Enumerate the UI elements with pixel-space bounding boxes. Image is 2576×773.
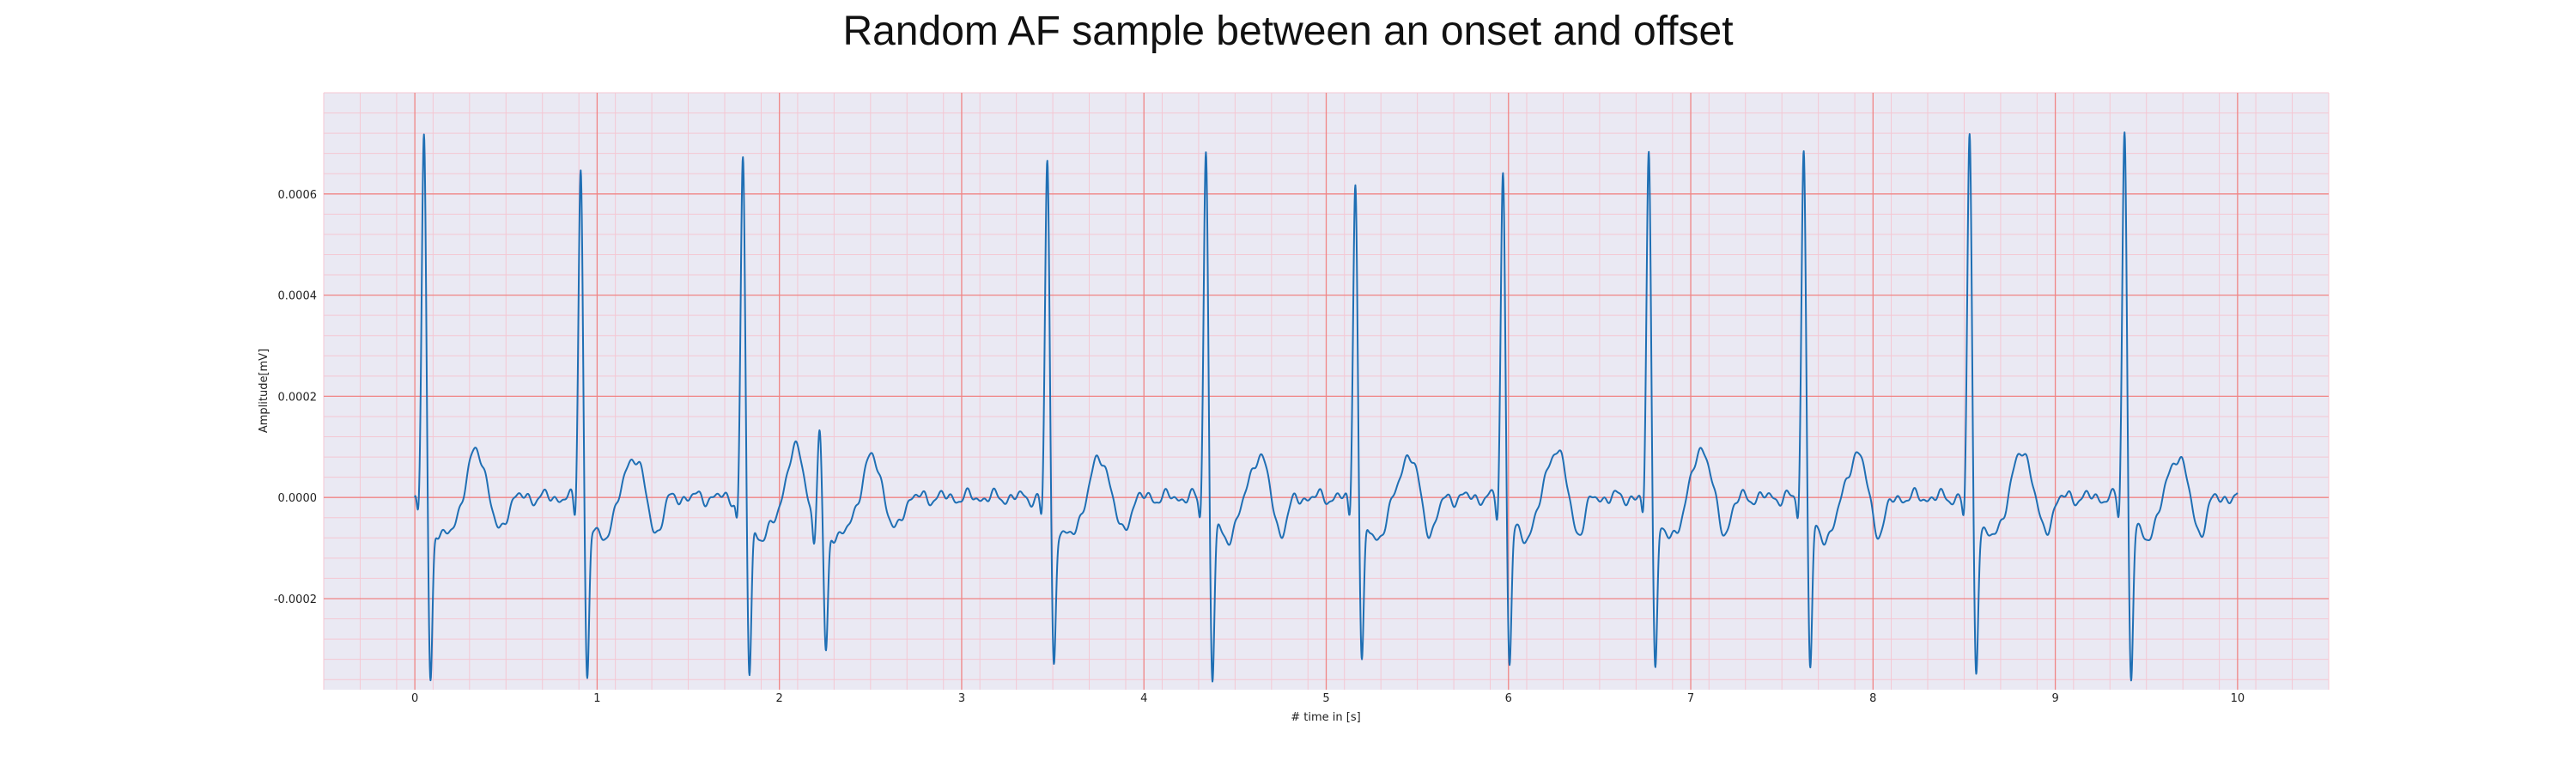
y-tick-label: 0.0004: [278, 290, 318, 303]
x-tick-label: 0: [411, 692, 418, 705]
x-tick-label: 10: [2231, 692, 2245, 705]
x-tick-label: 5: [1322, 692, 1329, 705]
x-tick-label: 4: [1140, 692, 1147, 705]
x-axis-ticks: 0 1 2 3 4 5 6 7 8 9 10: [411, 692, 2245, 705]
y-tick-label: 0.0000: [278, 492, 318, 505]
y-tick-label: 0.0006: [278, 189, 318, 202]
x-tick-label: 2: [776, 692, 783, 705]
y-axis-ticks: -0.0002 0.0000 0.0002 0.0004 0.0006: [274, 189, 317, 606]
y-tick-label: 0.0002: [278, 391, 318, 404]
ecg-series-line: [414, 131, 2239, 683]
y-axis-label: Amplitude[mV]: [258, 349, 270, 433]
x-tick-label: 6: [1505, 692, 1512, 705]
x-axis-label: # time in [s]: [1291, 711, 1360, 724]
x-tick-label: 1: [593, 692, 600, 705]
x-tick-label: 7: [1687, 692, 1694, 705]
x-tick-label: 3: [958, 692, 965, 705]
y-tick-label: -0.0002: [274, 593, 317, 606]
x-tick-label: 9: [2051, 692, 2058, 705]
major-grid: [324, 93, 2329, 690]
ecg-series: [414, 131, 2239, 683]
x-tick-label: 8: [1869, 692, 1876, 705]
chart-title: Random AF sample between an onset and of…: [842, 9, 1733, 54]
